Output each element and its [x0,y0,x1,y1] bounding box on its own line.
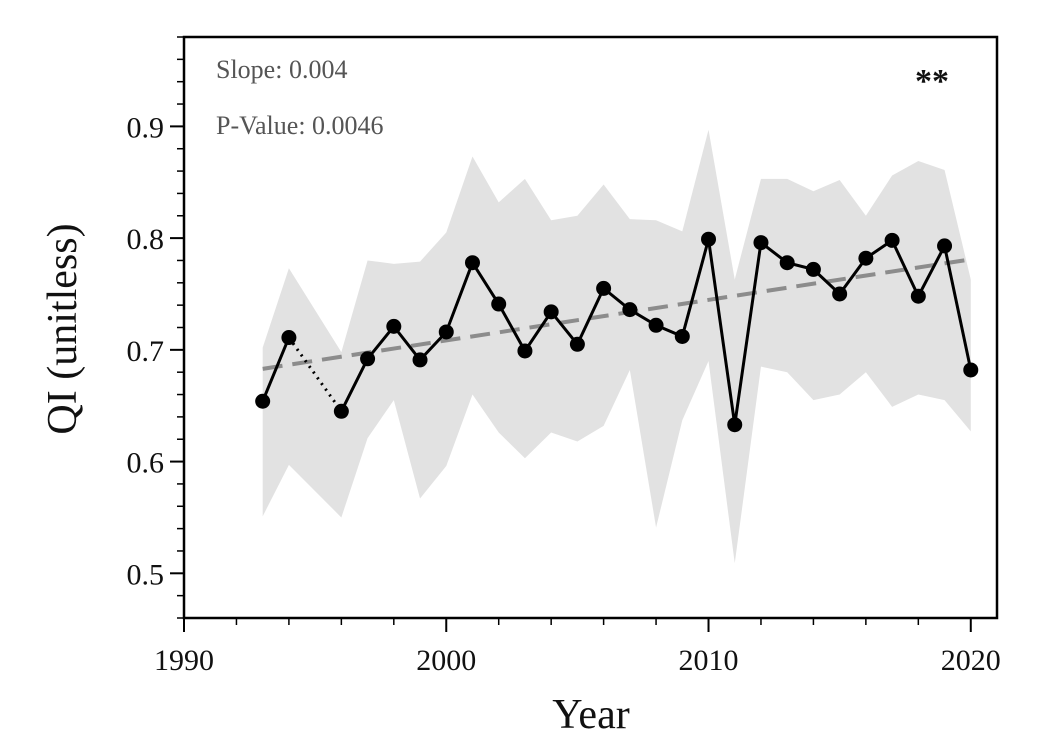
series-line-segment [261,336,291,402]
data-point [333,403,349,419]
data-point [701,231,717,247]
uncertainty-band-layer [262,129,971,564]
data-point [255,393,271,409]
data-point [360,351,376,367]
data-point [805,261,821,277]
data-point [281,330,297,346]
data-point [753,235,769,251]
data-point [963,362,979,378]
y-tick-label: 0.7 [127,335,165,368]
x-tick-label: 2000 [416,644,476,677]
x-tick-label: 2020 [941,644,1001,677]
x-tick-label: 2010 [679,644,739,677]
y-tick-label: 0.6 [127,447,165,480]
y-axis-title: QI (unitless) [40,223,86,434]
data-point [727,417,743,433]
data-point [596,280,612,296]
significance-marker: ** [915,63,949,100]
data-point [569,336,585,352]
data-point [779,255,795,271]
y-tick-label: 0.9 [127,111,165,144]
data-point [464,255,480,271]
data-point [622,302,638,318]
data-point [674,328,690,344]
uncertainty-band [262,129,971,564]
data-point [491,296,507,312]
y-tick-label: 0.5 [127,558,165,591]
data-point [937,238,953,254]
data-point [386,318,402,334]
y-tick-label: 0.8 [127,223,165,256]
data-point [832,286,848,302]
data-point [884,232,900,248]
missing-data-connector [287,336,343,413]
ticks-layer: 1990 2000 2010 2020 0.5 0.6 0.7 0.8 0.9 [127,36,1001,677]
x-tick-label: 1990 [154,644,214,677]
series-layer [255,231,979,433]
data-point [910,288,926,304]
data-point [412,352,428,368]
data-point [543,304,559,320]
data-point [517,343,533,359]
p-value-annotation: P-Value: 0.0046 [216,111,384,140]
data-point [648,317,664,333]
data-point [438,324,454,340]
slope-annotation: Slope: 0.004 [216,55,347,84]
x-axis-title: Year [552,692,629,738]
data-point [858,250,874,266]
